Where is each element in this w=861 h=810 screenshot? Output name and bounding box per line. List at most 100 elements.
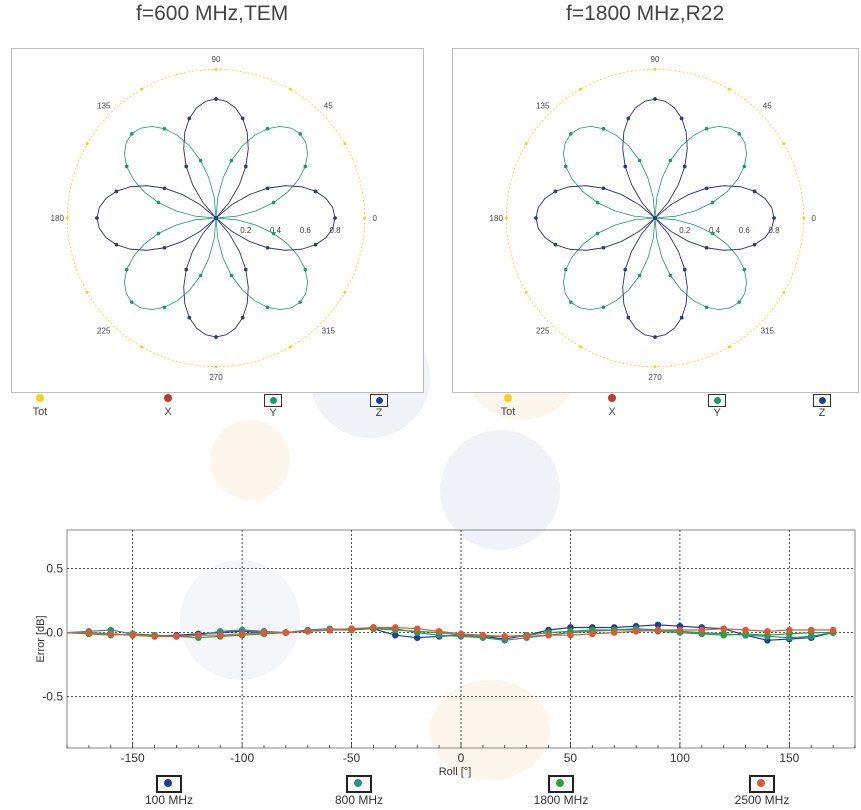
polar-point-z xyxy=(243,267,248,272)
legend-tot-right: Tot xyxy=(488,394,528,418)
legend-dot-icon xyxy=(264,394,282,407)
polar-point-y xyxy=(229,273,234,278)
polar-point-tot xyxy=(65,216,69,220)
series-point xyxy=(589,630,596,638)
polar-point-y xyxy=(737,300,741,304)
polar-point-y xyxy=(737,132,741,136)
polar-point-z xyxy=(534,216,538,220)
polar-point-y xyxy=(601,126,606,131)
angle-tick-label: 180 xyxy=(51,214,65,223)
polar-point-z xyxy=(240,116,245,121)
legend-label: 2500 MHz xyxy=(734,793,790,807)
series-point xyxy=(567,631,574,639)
radial-tick-label: 0.4 xyxy=(709,226,721,235)
polar-point-tot xyxy=(579,87,583,91)
polar-point-y xyxy=(124,267,129,272)
legend-label: Z xyxy=(818,407,826,419)
legend-swatch-icon xyxy=(346,775,372,793)
angle-tick-label: 0 xyxy=(812,214,817,223)
x-tick-label: -50 xyxy=(343,751,361,765)
polar-point-z xyxy=(214,97,218,101)
polar-point-y xyxy=(637,273,642,278)
legend-label: X xyxy=(608,406,616,418)
series-point xyxy=(129,631,136,639)
polar-point-z xyxy=(623,267,628,272)
polar-point-z xyxy=(682,164,687,169)
legend-label: 100 MHz xyxy=(144,793,194,807)
polar-point-z xyxy=(653,216,657,220)
polar-point-y xyxy=(271,231,276,236)
polar-point-tot xyxy=(653,365,657,369)
angle-tick-label: 90 xyxy=(212,55,221,64)
series-point xyxy=(523,633,530,640)
polar-point-z xyxy=(243,164,248,169)
polar-point-y xyxy=(710,200,715,205)
polar-point-y xyxy=(710,231,715,236)
polar-chart-left-frame xyxy=(11,48,424,393)
series-point xyxy=(392,624,399,631)
polar-point-z xyxy=(704,245,709,250)
polar-point-y xyxy=(668,158,673,163)
series-point xyxy=(676,626,684,634)
series-point xyxy=(370,624,377,631)
polar-point-tot xyxy=(727,87,731,91)
series-point xyxy=(807,626,815,634)
angle-tick-label: 315 xyxy=(322,326,336,335)
series-point xyxy=(545,631,552,639)
polar-point-z xyxy=(162,245,167,250)
polar-point-y xyxy=(563,164,568,169)
series-point xyxy=(654,621,662,629)
polar-point-y xyxy=(130,132,134,136)
legend-z-left: Z xyxy=(359,394,399,419)
legend-800mhz: 800 MHz xyxy=(319,775,399,807)
polar-point-z xyxy=(265,186,270,191)
polar-point-z xyxy=(704,186,709,191)
polar-point-z xyxy=(772,216,776,220)
polar-point-y xyxy=(298,300,302,304)
polar-point-tot xyxy=(288,87,292,91)
series-point xyxy=(479,631,487,639)
polar-point-y xyxy=(298,132,302,136)
polar-chart-left: 90 45 0 315 270 225 180 135 0.2 0.4 0.6 0.8 xyxy=(51,55,378,382)
polar-point-tot xyxy=(782,142,786,146)
series-point xyxy=(413,625,421,633)
polar-point-z xyxy=(682,267,687,272)
polar-point-z xyxy=(265,245,270,250)
angle-tick-label: 0 xyxy=(373,214,378,223)
polar-point-y xyxy=(156,231,161,236)
polar-point-y xyxy=(668,273,673,278)
series-point xyxy=(392,631,399,639)
angle-tick-label: 45 xyxy=(763,102,772,111)
polar-point-y xyxy=(198,273,203,278)
polar-point-y xyxy=(742,267,747,272)
polar-point-z xyxy=(184,164,189,169)
polar-point-y xyxy=(569,300,573,304)
polar-point-y xyxy=(162,305,167,310)
polar-point-y xyxy=(569,132,573,136)
polar-point-tot xyxy=(214,365,218,369)
polar-point-tot xyxy=(140,345,144,349)
polar-point-y xyxy=(162,126,167,131)
polar-point-z xyxy=(114,242,119,247)
radial-tick-label: 0.6 xyxy=(739,226,751,235)
polar-point-z xyxy=(623,164,628,169)
series-point xyxy=(654,626,662,634)
error-vs-roll-chart: -150 -100 -50 0 50 100 150 0.5 0.0 -0.5 Roll [°] Er… xyxy=(35,529,856,778)
background-watermark-blob xyxy=(430,680,550,780)
series-point xyxy=(720,625,727,633)
angle-tick-label: 135 xyxy=(536,102,550,111)
angle-tick-label: 135 xyxy=(97,102,111,111)
polar-point-z xyxy=(679,116,684,121)
radial-tick-label: 0.6 xyxy=(300,226,312,235)
legend-tot-left: Tot xyxy=(20,394,60,418)
polar-point-y xyxy=(265,305,270,310)
polar-point-tot xyxy=(802,216,806,220)
polar-point-tot xyxy=(524,290,528,294)
legend-y-right: Y xyxy=(697,394,737,419)
radial-tick-label: 0.8 xyxy=(329,226,341,235)
series-point xyxy=(457,630,465,638)
polar-point-z xyxy=(553,242,558,247)
series-point xyxy=(195,631,202,639)
polar-point-tot xyxy=(214,67,218,71)
